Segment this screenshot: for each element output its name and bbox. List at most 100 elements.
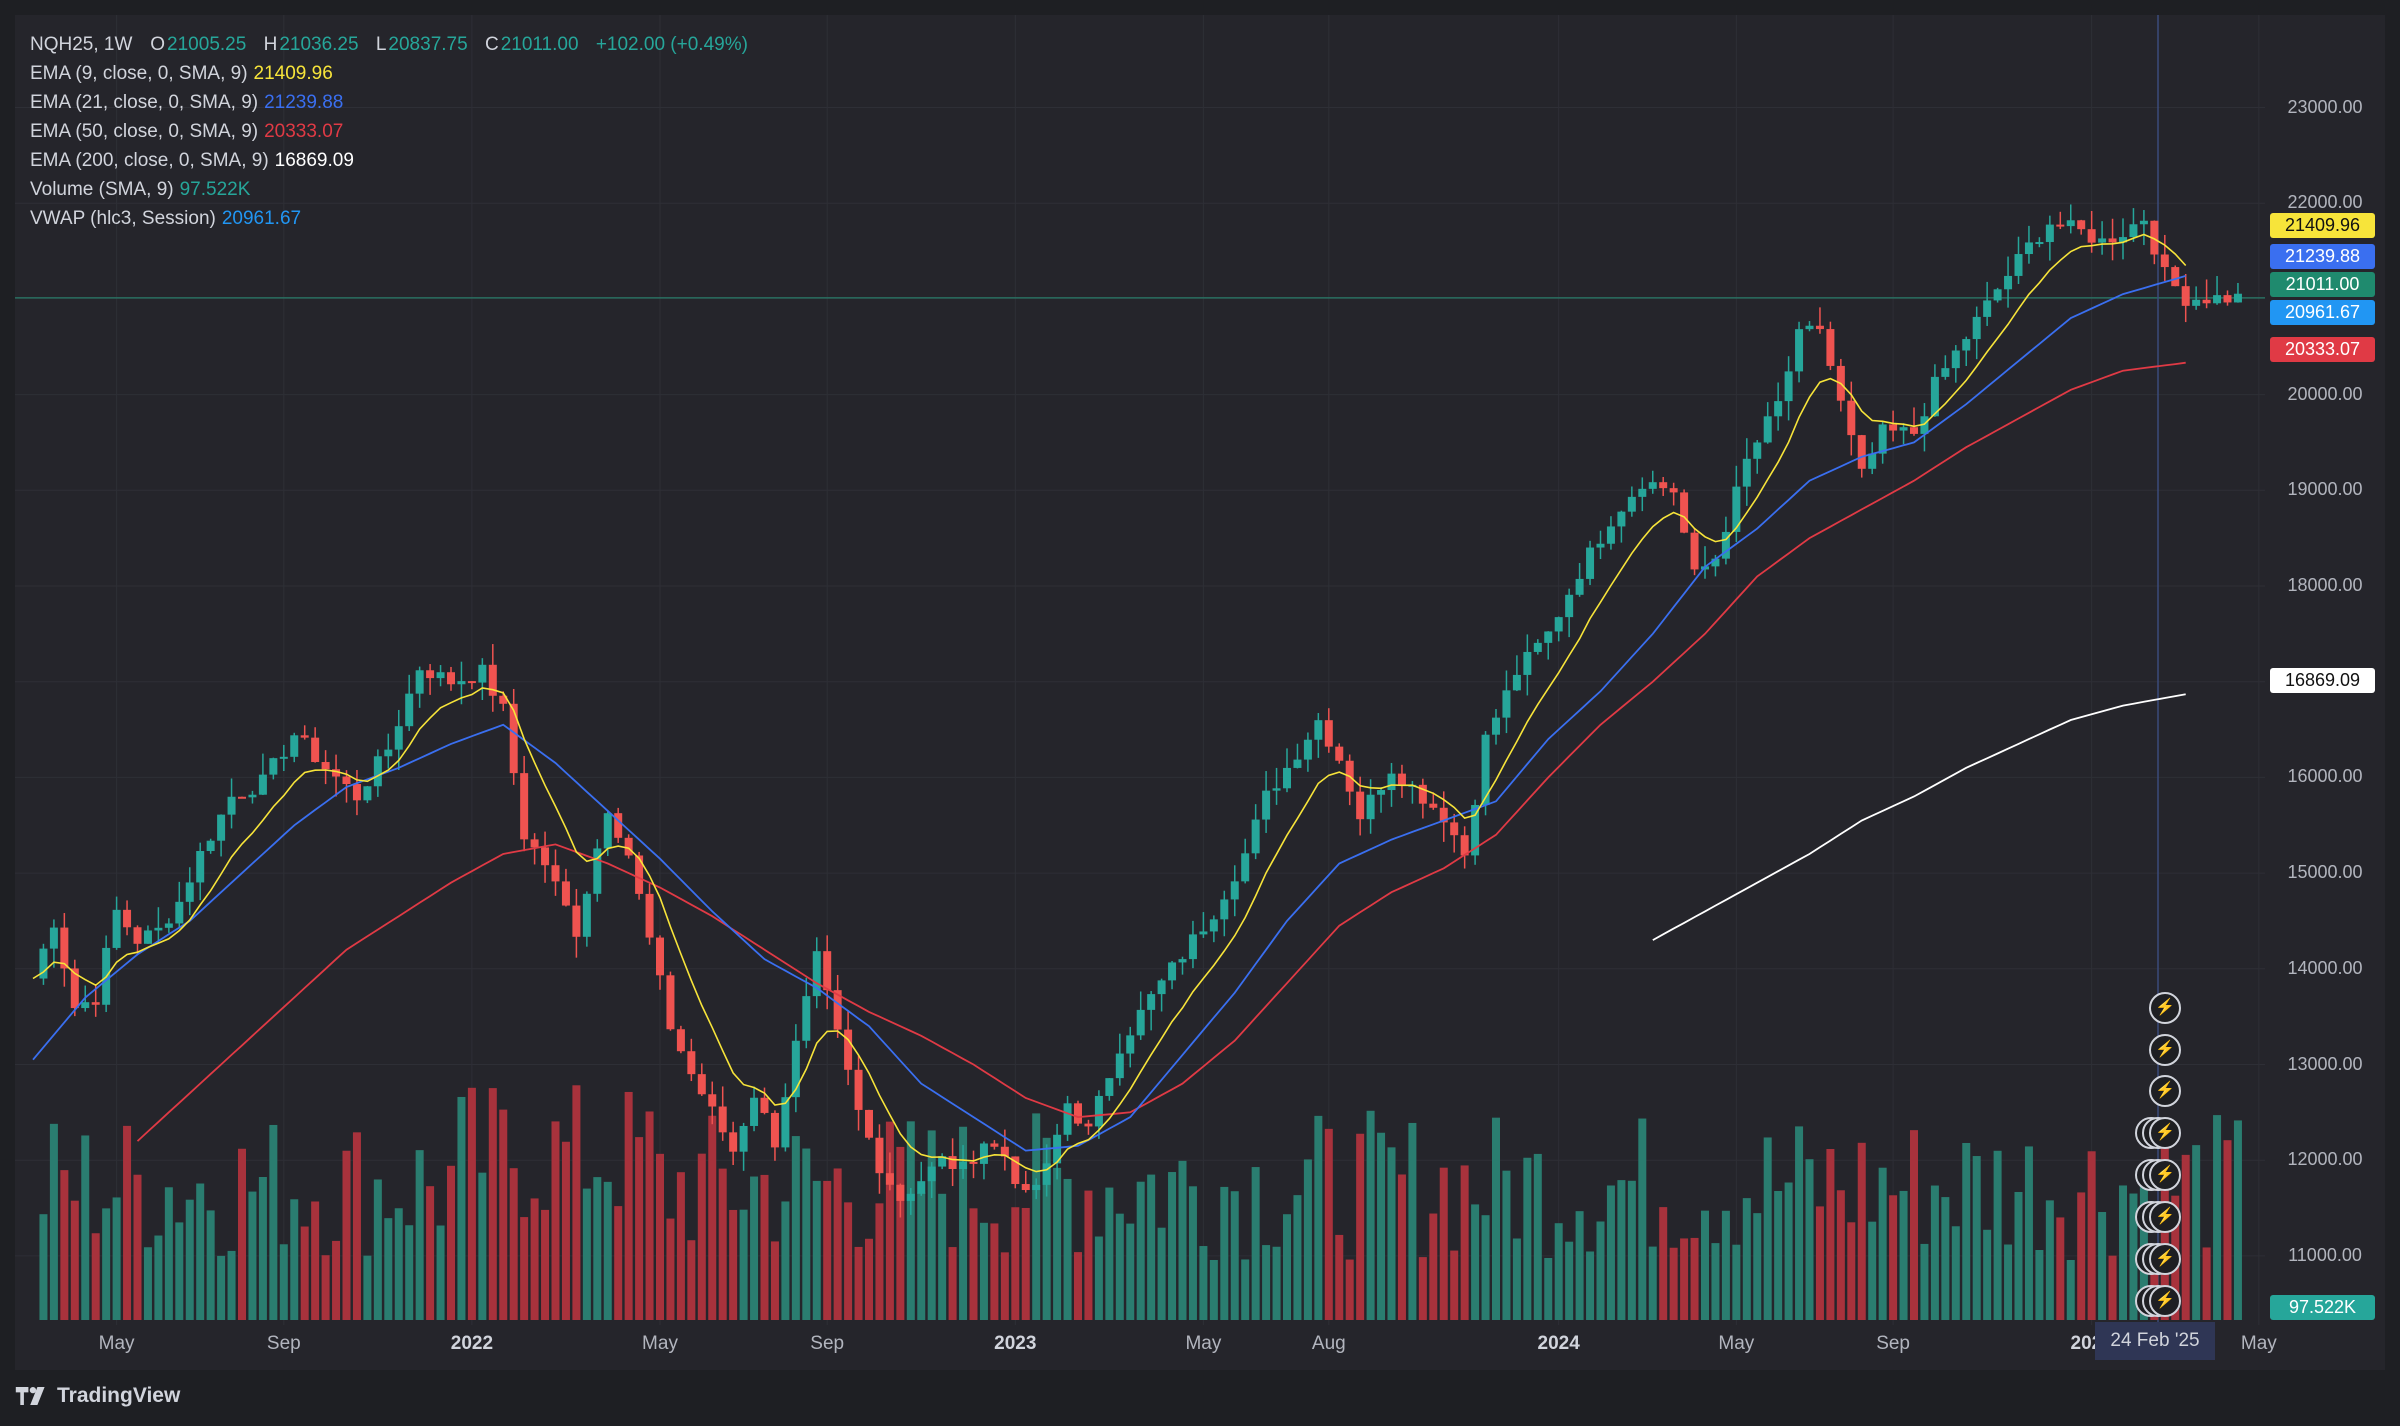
candle-body bbox=[1910, 427, 1918, 434]
ema21-legend[interactable]: EMA (21, close, 0, SMA, 9) 21239.88 bbox=[30, 88, 760, 117]
vwap-value: 20961.67 bbox=[221, 208, 302, 229]
candle-body bbox=[1324, 720, 1333, 747]
volume-bar bbox=[2108, 1255, 2117, 1320]
x-tick-label: May bbox=[1185, 1333, 1222, 1354]
candle-body bbox=[635, 855, 644, 894]
ema200-legend[interactable]: EMA (200, close, 0, SMA, 9) 16869.09 bbox=[30, 146, 760, 175]
chart-panel[interactable] bbox=[15, 15, 2385, 1370]
candle-body bbox=[718, 1106, 727, 1133]
candle-body bbox=[802, 996, 811, 1041]
volume-bar bbox=[718, 1168, 727, 1320]
lightning-bolt-icon[interactable]: ⚡ bbox=[2149, 1159, 2181, 1191]
candle-body bbox=[906, 1193, 915, 1201]
candle-body bbox=[1314, 720, 1323, 740]
x-tick-label: May bbox=[1718, 1333, 1755, 1354]
candle-body bbox=[164, 923, 173, 928]
volume-bar bbox=[1962, 1142, 1971, 1320]
candle-body bbox=[332, 769, 341, 777]
ema50-price-tag: 20333.07 bbox=[2270, 337, 2375, 362]
volume-legend[interactable]: Volume (SMA, 9) 97.522K bbox=[30, 175, 760, 204]
ema21-value: 21239.88 bbox=[264, 92, 344, 113]
candle-body bbox=[2077, 220, 2086, 230]
candle-body bbox=[2066, 220, 2075, 227]
candle-body bbox=[896, 1184, 905, 1201]
lightning-bolt-icon[interactable]: ⚡ bbox=[2149, 992, 2181, 1024]
candle-body bbox=[1105, 1078, 1114, 1096]
volume-bar bbox=[885, 1121, 894, 1320]
volume-bar bbox=[112, 1197, 121, 1320]
volume-bar bbox=[1230, 1191, 1239, 1320]
volume-bar bbox=[1659, 1207, 1668, 1320]
volume-bar bbox=[1910, 1130, 1918, 1320]
lightning-bolt-icon[interactable]: ⚡ bbox=[2149, 1075, 2181, 1107]
volume-bar bbox=[196, 1183, 205, 1320]
candle-body bbox=[1512, 674, 1521, 691]
volume-bar bbox=[1188, 1186, 1197, 1320]
ema50-legend[interactable]: EMA (50, close, 0, SMA, 9) 20333.07 bbox=[30, 117, 760, 146]
ema9-legend[interactable]: EMA (9, close, 0, SMA, 9) 21409.96 bbox=[30, 59, 760, 88]
lightning-bolt-icon[interactable]: ⚡ bbox=[2149, 1243, 2181, 1275]
legend: NQH25, 1W O 21005.25 H 21036.25 L 20837.75 … bbox=[30, 30, 760, 233]
candle-body bbox=[447, 672, 455, 685]
candle-body bbox=[1147, 994, 1156, 1010]
candle-body bbox=[938, 1156, 947, 1167]
ema21-line bbox=[32, 275, 2186, 1152]
chart-canvas[interactable] bbox=[15, 15, 2385, 1370]
volume-bar bbox=[572, 1085, 581, 1320]
volume-bar bbox=[1920, 1243, 1929, 1320]
volume-bar bbox=[1178, 1160, 1187, 1320]
volume-bar bbox=[1899, 1190, 1908, 1320]
volume-bar bbox=[227, 1250, 236, 1320]
candle-body bbox=[2108, 238, 2117, 243]
candle-body bbox=[175, 901, 184, 924]
volume-bar bbox=[185, 1199, 194, 1320]
candle-body bbox=[1042, 1163, 1051, 1185]
volume-bar bbox=[405, 1225, 414, 1320]
candle-body bbox=[551, 865, 560, 882]
close-price-tag: 21011.00 bbox=[2270, 272, 2375, 297]
grid-lines bbox=[15, 15, 2265, 1325]
candle-body bbox=[112, 909, 121, 948]
lightning-bolt-icon[interactable]: ⚡ bbox=[2149, 1201, 2181, 1233]
candle-body bbox=[875, 1137, 884, 1174]
candle-body bbox=[1742, 458, 1751, 487]
lightning-bolt-icon[interactable]: ⚡ bbox=[2149, 1034, 2181, 1066]
volume-bar bbox=[739, 1209, 748, 1320]
candle-body bbox=[1659, 482, 1668, 489]
lightning-bolt-icon[interactable]: ⚡ bbox=[2149, 1285, 2181, 1317]
volume-bar bbox=[624, 1091, 633, 1320]
candle-body bbox=[1680, 492, 1689, 533]
lightning-bolt-icon[interactable]: ⚡ bbox=[2149, 1117, 2181, 1149]
volume-bar bbox=[729, 1209, 738, 1320]
volume-bar bbox=[833, 1168, 842, 1320]
volume-bar bbox=[2056, 1217, 2065, 1320]
candle-body bbox=[1648, 482, 1657, 489]
volume-bar bbox=[352, 1132, 361, 1320]
ema200-line bbox=[1652, 693, 2186, 941]
vwap-legend[interactable]: VWAP (hlc3, Session) 20961.67 bbox=[30, 204, 760, 233]
symbol-label[interactable]: NQH25, 1W bbox=[30, 34, 133, 55]
volume-bar bbox=[676, 1172, 685, 1320]
candle-body bbox=[1774, 401, 1783, 417]
volume-bar bbox=[791, 1136, 800, 1320]
candle-body bbox=[1241, 853, 1250, 882]
volume-label: Volume (SMA, 9) bbox=[30, 179, 174, 200]
volume-bar bbox=[844, 1202, 853, 1320]
volume-bar bbox=[1627, 1180, 1636, 1320]
candle-body bbox=[1460, 835, 1469, 856]
ema9-value: 21409.96 bbox=[253, 63, 333, 84]
candle-body bbox=[60, 927, 69, 969]
candle-body bbox=[990, 1143, 999, 1147]
volume-bar bbox=[1429, 1213, 1438, 1320]
candle-body bbox=[1492, 717, 1500, 735]
volume-bar bbox=[426, 1186, 435, 1320]
tradingview-brand[interactable]: TradingView bbox=[15, 1384, 180, 1408]
candle-body bbox=[1157, 980, 1166, 995]
candle-body bbox=[927, 1166, 936, 1182]
volume-bar bbox=[1251, 1167, 1260, 1320]
volume-bar bbox=[300, 1226, 309, 1320]
candle-body bbox=[520, 773, 529, 840]
candle-body bbox=[697, 1074, 706, 1095]
candle-body bbox=[979, 1143, 988, 1164]
candle-body bbox=[812, 951, 821, 997]
